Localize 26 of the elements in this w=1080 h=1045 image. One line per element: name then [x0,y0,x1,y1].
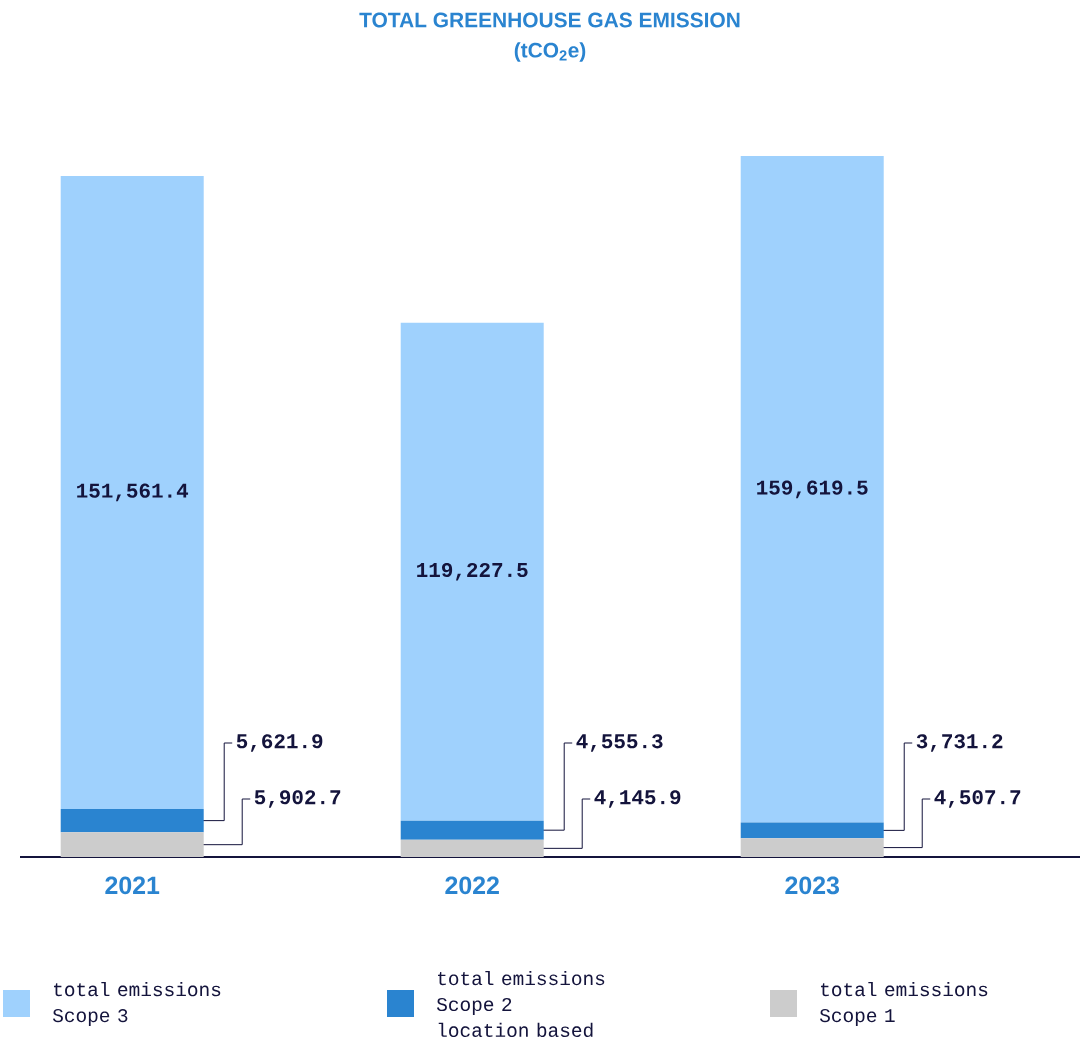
legend-label: total emissions Scope 3 [52,981,221,1027]
data-label: 4,507.7 [934,790,1021,808]
bar [60,176,204,809]
data-label: 151,561.4 [77,483,189,502]
chart-title: TOTAL GREENHOUSE GAS EMISSION [359,12,740,28]
data-label: 5,621.9 [236,734,323,752]
legend-label: total emissions Scope 2 location based [436,970,605,1038]
bar [60,832,204,857]
data-label: 4,555.3 [576,734,663,752]
data-label: 159,619.5 [757,480,868,499]
bar [740,822,884,839]
x-tick-label: 2023 [785,876,840,895]
legend-label: total emissions Scope 1 [819,981,988,1027]
chart-subtitle: (tCO$_{2}$e) [514,42,586,62]
bar [60,808,204,833]
data-label: 4,145.9 [594,790,681,808]
bar [740,156,884,823]
bar [400,322,544,821]
bar [740,838,884,857]
bar [400,839,544,857]
x-tick-label: 2021 [105,876,160,895]
bar [400,820,544,840]
data-label: 119,227.5 [417,562,528,581]
data-label: 3,731.2 [916,734,1003,752]
data-label: 5,902.7 [254,790,341,808]
x-tick-label: 2022 [445,876,499,895]
